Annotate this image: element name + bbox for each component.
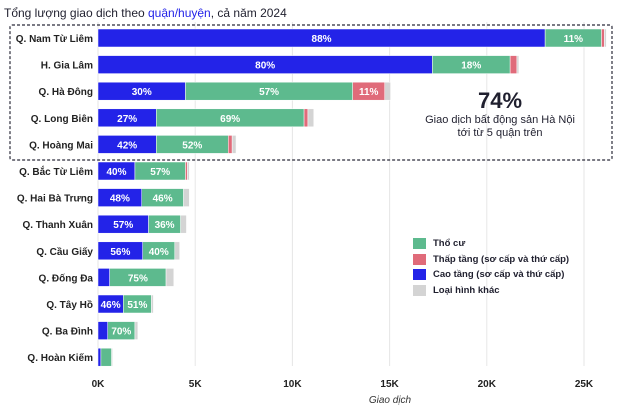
data-label: 18%	[461, 61, 481, 72]
bar-loai-hinh-khac-q-ha-dong	[384, 81, 391, 101]
bar-loai-hinh-khac-q-hoan-kiem	[111, 347, 113, 367]
x-axis-ticks: 0K 5K 10K 15K 20K 25K	[92, 379, 594, 390]
category-labels: Q. Nam Từ Liêm H. Gia Lâm Q. Hà Đông Q. Lon…	[16, 34, 94, 364]
bar-thap-tang-so-cap-va-thu-cap-q-hoang-mai	[227, 135, 233, 154]
legend-label: Cao tầng (sơ cấp và thứ cấp)	[433, 269, 565, 280]
data-label: 88%	[312, 34, 332, 45]
callout-value: 74%	[477, 88, 523, 113]
legend-label: Thổ cư	[433, 238, 466, 249]
data-label: 11%	[359, 87, 379, 98]
data-label: 46%	[101, 300, 121, 311]
bar-thap-tang-so-cap-va-thu-cap-q-nam-tu-liem	[601, 28, 605, 48]
data-label: 80%	[255, 61, 275, 72]
data-label: 57%	[113, 220, 133, 231]
bar-tho-cu-q-hoan-kiem	[100, 347, 112, 367]
category-label-q-nam-tu-liem: Q. Nam Từ Liêm	[16, 34, 93, 45]
data-label: 57%	[259, 87, 279, 98]
legend-item-thap-tang-so-cap-va-thu-cap: Thấp tầng (sơ cấp và thứ cấp)	[413, 252, 569, 267]
data-label: 69%	[220, 114, 240, 125]
bar-loai-hinh-khac-q-thanh-xuan	[180, 214, 187, 234]
legend-swatch	[413, 269, 426, 280]
data-label: 70%	[111, 327, 131, 338]
bar-thap-tang-so-cap-va-thu-cap-q-bac-tu-liem	[185, 161, 188, 181]
legend: Thổ cư Thấp tầng (sơ cấp và thứ cấp) Cao t…	[413, 236, 569, 298]
chart-title-prefix: Tổng lượng giao dịch theo	[4, 6, 148, 20]
bar-loai-hinh-khac-q-hai-ba-trung	[183, 188, 190, 207]
bar-loai-hinh-khac-q-long-bien	[307, 108, 315, 128]
x-tick-label: 10K	[283, 379, 302, 390]
x-tick-label: 5K	[189, 379, 203, 390]
category-label-q-tay-ho: Q. Tây Hồ	[46, 299, 93, 311]
x-tick-label: 0K	[92, 379, 106, 390]
x-tick-label: 20K	[478, 379, 497, 390]
data-label: 11%	[564, 34, 584, 45]
data-label: 52%	[182, 140, 202, 151]
highlight-group	[9, 24, 613, 161]
legend-label: Thấp tầng (sơ cấp và thứ cấp)	[433, 253, 570, 265]
chart-title: Tổng lượng giao dịch theo quận/huyện, cả…	[4, 6, 287, 20]
legend-label: Loại hình khác	[433, 284, 500, 296]
data-label: 51%	[127, 300, 147, 311]
chart-title-suffix: , cả năm 2024	[210, 6, 287, 20]
legend-swatch	[413, 238, 426, 249]
chart-title-highlight: quận/huyện	[148, 6, 211, 20]
category-label-q-ha-dong: Q. Hà Đông	[39, 87, 93, 98]
category-label-q-dong-da: Q. Đống Đa	[39, 272, 94, 284]
bar-cao-tang-so-cap-va-thu-cap-q-hoan-kiem	[97, 347, 102, 367]
bar-loai-hinh-khac-q-cau-giay	[174, 241, 180, 261]
category-label-q-ba-dinh: Q. Ba Đình	[42, 327, 93, 338]
callout-line-1: Giao dịch bất động sản Hà Nội	[425, 114, 575, 126]
legend-item-loai-hinh-khac: Loại hình khác	[413, 283, 569, 298]
category-label-q-long-bien: Q. Long Biên	[31, 114, 93, 125]
callout-line-2: tới từ 5 quận trên	[457, 127, 543, 139]
data-label: 48%	[110, 194, 130, 205]
bar-thap-tang-so-cap-va-thu-cap-h-gia-lam	[509, 55, 518, 74]
legend-swatch	[413, 284, 426, 296]
data-label: 36%	[155, 220, 175, 231]
category-label-q-hoang-mai: Q. Hoàng Mai	[29, 140, 93, 151]
bar-loai-hinh-khac-q-hoang-mai	[231, 135, 237, 154]
data-label: 75%	[128, 273, 148, 284]
category-label-q-cau-giay: Q. Cầu Giấy	[36, 246, 93, 258]
data-label: 27%	[117, 114, 137, 125]
callout: 74% Giao dịch bất động sản Hà Nội tới từ…	[410, 88, 590, 140]
legend-swatch	[413, 253, 426, 265]
data-label: 30%	[132, 87, 152, 98]
bar-loai-hinh-khac-q-bac-tu-liem	[187, 161, 190, 181]
category-label-q-bac-tu-liem: Q. Bắc Từ Liêm	[19, 165, 93, 178]
bar-loai-hinh-khac-h-gia-lam	[516, 55, 520, 74]
legend-item-tho-cu: Thổ cư	[413, 236, 569, 251]
bar-cao-tang-so-cap-va-thu-cap-q-ba-dinh	[97, 321, 108, 340]
legend-item-cao-tang-so-cap-va-thu-cap: Cao tầng (sơ cấp và thứ cấp)	[413, 267, 569, 282]
x-tick-label: 15K	[380, 379, 399, 390]
bar-loai-hinh-khac-q-dong-da	[165, 268, 175, 287]
x-tick-label: 25K	[575, 379, 594, 390]
data-label: 46%	[153, 194, 173, 205]
x-axis-label: Giao dịch	[369, 395, 412, 406]
bar-loai-hinh-khac-q-nam-tu-liem	[604, 28, 607, 48]
data-label: 42%	[117, 140, 137, 151]
category-label-q-hai-ba-trung: Q. Hai Bà Trưng	[17, 194, 93, 205]
data-label: 40%	[106, 167, 126, 178]
category-label-h-gia-lam: H. Gia Lâm	[41, 61, 93, 72]
bar-thap-tang-so-cap-va-thu-cap-q-long-bien	[303, 108, 309, 128]
bar-loai-hinh-khac-q-ba-dinh	[134, 321, 139, 340]
data-label: 40%	[149, 247, 169, 258]
bar-loai-hinh-khac-q-tay-ho	[151, 294, 154, 314]
category-label-q-thanh-xuan: Q. Thanh Xuân	[22, 220, 93, 231]
data-label: 57%	[150, 167, 170, 178]
category-label-q-hoan-kiem: Q. Hoàn Kiếm	[27, 352, 93, 364]
bars: 88% 11% 80% 18% 30% 57% 11% 27% 69% 42% 52% 40% 57% 4…	[97, 28, 607, 367]
highlight-box	[9, 24, 613, 161]
bar-cao-tang-so-cap-va-thu-cap-q-dong-da	[97, 268, 110, 287]
data-label: 56%	[110, 247, 130, 258]
